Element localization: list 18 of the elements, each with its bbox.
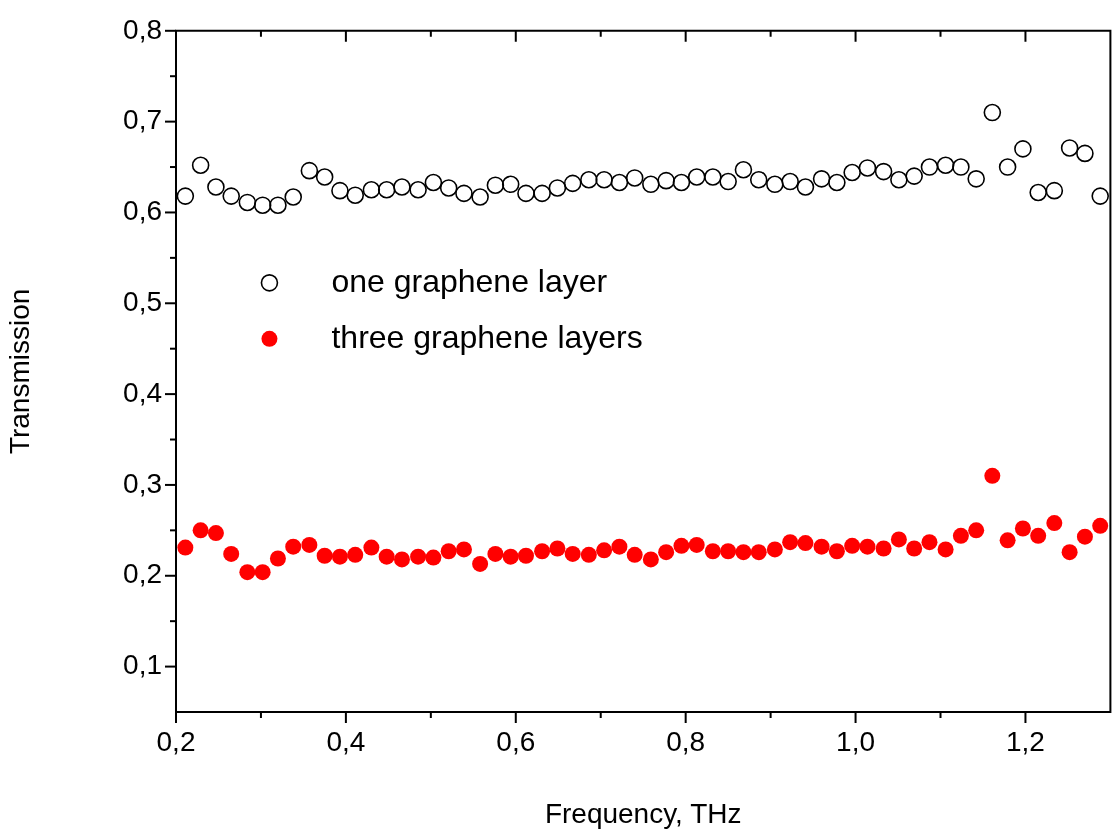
x-tick-label: 0,8	[666, 725, 706, 757]
x-tick-label: 0,2	[156, 725, 196, 757]
x-tick-label: 0,4	[326, 725, 366, 757]
x-axis-title: Frequency, THz	[544, 797, 742, 829]
legend-label: three graphene layers	[331, 318, 643, 355]
y-tick-label: 0,5	[123, 286, 162, 317]
y-tick-label: 0,8	[123, 13, 162, 45]
y-tick-label: 0,7	[123, 104, 162, 136]
x-tick-label: 1,0	[836, 725, 876, 757]
x-tick-label: 1,2	[1005, 725, 1045, 757]
y-tick-label: 0,3	[123, 467, 162, 499]
y-tick-label: 0,4	[123, 376, 162, 408]
legend-label: one graphene layer	[331, 262, 608, 299]
y-tick-label: 0,6	[123, 195, 162, 227]
y-tick-label: 0,2	[123, 558, 162, 590]
x-tick-label: 0,6	[496, 725, 536, 757]
y-tick-label: 0,1	[123, 649, 162, 681]
y-axis-title: Transmission	[3, 288, 35, 455]
